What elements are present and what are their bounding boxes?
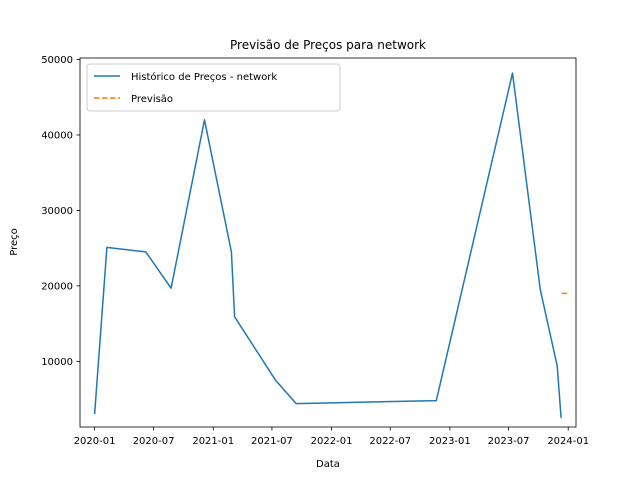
x-tick-label: 2024-01 (547, 436, 589, 447)
x-tick-label: 2022-07 (369, 436, 411, 447)
y-tick-label: 10000 (41, 357, 73, 368)
x-tick-label: 2022-01 (311, 436, 353, 447)
x-tick-label: 2020-01 (74, 436, 116, 447)
y-tick-label: 50000 (41, 55, 73, 66)
y-axis-label: Preço (9, 228, 20, 256)
plot-area (93, 72, 568, 418)
y-tick-label: 30000 (41, 206, 73, 217)
plot-frame (79, 57, 577, 428)
chart-title: Previsão de Preços para network (230, 38, 426, 52)
legend: Histórico de Preços - network Previsão (86, 63, 341, 112)
series-line-0 (93, 72, 562, 418)
legend-label-forecast: Previsão (131, 94, 173, 105)
x-tick-label: 2023-01 (429, 436, 471, 447)
legend-label-history: Histórico de Preços - network (131, 71, 277, 83)
x-axis: 2020-01 2020-07 2021-01 2021-07 2022-01 2022-… (74, 427, 589, 447)
y-tick-label: 20000 (41, 281, 73, 292)
y-axis: 10000 20000 30000 40000 50000 (41, 55, 80, 368)
x-tick-label: 2023-07 (488, 436, 530, 447)
x-tick-label: 2021-07 (251, 436, 293, 447)
x-tick-label: 2020-07 (133, 436, 175, 447)
x-tick-label: 2021-01 (192, 436, 234, 447)
x-axis-label: Data (316, 459, 340, 470)
y-tick-label: 40000 (41, 130, 73, 141)
legend-box (86, 63, 341, 112)
